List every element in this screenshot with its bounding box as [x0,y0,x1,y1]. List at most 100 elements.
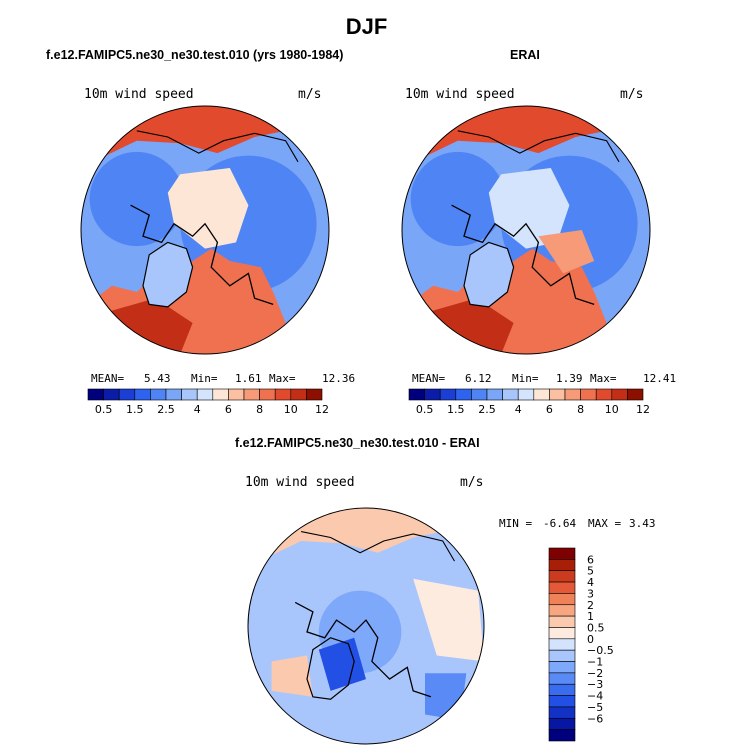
panel2-max-value: 12.41 [643,372,677,385]
panel2-mean-value: 6.12 [465,372,492,385]
panel3-units: m/s [460,475,484,490]
panel3-colorbar-box [548,559,576,571]
panel1-colorbar-box [103,388,120,401]
panel2-colorbar-box [424,388,441,401]
coastline-north [136,130,299,163]
coastline [294,601,432,698]
atlantic-high-field [105,106,305,156]
coastline [451,204,595,306]
panel1-colorbar-box [134,388,151,401]
atlantic-high-field [426,106,626,156]
panel3-colorbar-box [548,717,576,730]
canada-low-field [89,151,184,247]
panel2-colorbar-box [517,388,535,401]
panel1-colorbar-box [290,388,307,401]
panel3-colorbar-box [548,615,576,628]
panel3-map [248,508,484,744]
panel1-colorbar-tick: 6 [225,403,232,416]
panel3-colorbar-tick: −6 [587,712,603,725]
panel2-variable: 10m wind speed [405,87,515,102]
coastline-north [457,130,620,163]
panel2-colorbar-tick: 2.5 [478,403,496,416]
panel3-colorbar-tick: 0.5 [587,622,605,635]
panel3-colorbar-box [548,672,576,685]
panel3-colorbar-box [548,638,576,651]
panel2-map-boundary [401,105,651,355]
panel3-title: f.e12.FAMIPC5.ne30_ne30.test.010 - ERAI [235,436,480,450]
greenland-coast [306,637,355,700]
panel1-min-value: 1.61 [235,372,262,385]
panel1-map-boundary [80,105,330,355]
panel1-colorbar-tick: 8 [256,403,263,416]
panel1-colorbar-box [150,388,167,401]
panel2-colorbar-box [502,388,519,401]
panel3-colorbar-tick: −4 [587,690,603,703]
main-title: DJF [345,14,388,39]
panel3-colorbar-tick: 6 [587,553,594,566]
panel2-colorbar-tick: 12 [636,403,650,416]
panel3-colorbar-tick: −0.5 [587,644,614,657]
panel3-min-value: -6.64 [543,517,577,530]
panel3-colorbar-box [548,570,576,583]
panel3-colorbar-tick: −3 [587,678,603,691]
panel2-colorbar-box [486,388,503,401]
panel1-colorbar-tick: 12 [315,403,329,416]
panel3-colorbar-tick: 0 [587,633,594,646]
panel3-colorbar-tick: 4 [587,576,594,589]
panel2-colorbar-box [439,388,457,401]
panel3-map-boundary [247,507,485,745]
diff-positive-east [413,578,484,662]
panel3-colorbar-box [548,661,576,674]
panel2-min-label: Min= [512,372,539,385]
panel1-colorbar-box [196,388,214,401]
panel1-colorbar-tick: 0.5 [95,403,113,416]
panel1-colorbar-box [274,388,292,401]
greenland-field [464,242,514,307]
panel1-colorbar-box [259,388,276,401]
coastline-north [300,531,455,562]
panel1-colorbar-tick: 4 [194,403,201,416]
panel3-colorbar-box [548,627,576,640]
panel1-colorbar-tick: 2.5 [157,403,175,416]
barents-field [538,230,595,274]
panel1-colorbar-box [87,388,104,401]
panel2-units: m/s [620,87,644,102]
panel3-colorbar-tick: 5 [587,565,594,578]
panel1-map [81,106,329,354]
panel3-colorbar-box [548,547,576,560]
panel3-colorbar-tick: −5 [587,701,603,714]
greenland-coast [142,241,194,308]
panel3-colorbar-box [548,649,576,662]
panel1-min-label: Min= [191,372,218,385]
panel1-colorbar-box [181,388,198,401]
panel3-colorbar-box [548,581,576,594]
diff-positive-west [271,655,313,697]
panel1-max-label: Max= [269,372,296,385]
panel2-colorbar-box [533,388,550,401]
panel1-colorbar-box [212,388,229,401]
panel3-variable: 10m wind speed [245,475,355,490]
panel2-colorbar-box [611,388,628,401]
arctic-ice-field [167,168,249,249]
panel3-colorbar-tick: 2 [587,599,594,612]
panel2-colorbar-box [455,388,472,401]
panel3-colorbar-tick: −1 [587,656,603,669]
panel1-colorbar-box [228,388,245,401]
panel3-colorbar-box [548,604,576,617]
panel3-min-label: MIN = [499,517,533,530]
panel1-mean-value: 5.43 [144,372,171,385]
panel2-colorbar-tick: 0.5 [416,403,434,416]
panel3-colorbar-box [548,593,576,606]
panel3-colorbar-box [548,683,576,696]
greenland-field [143,242,193,307]
panel2-colorbar-box [580,388,597,401]
panel1-variable: 10m wind speed [84,87,194,102]
panel2-colorbar-tick: 10 [605,403,619,416]
arctic-ice-field [488,168,570,249]
panel3-colorbar-tick: 3 [587,587,594,600]
panel2-colorbar-box [471,388,488,401]
panel3-max-label: MAX = [588,517,622,530]
panel3-colorbar-box [548,695,576,708]
canada-low-field [410,151,505,247]
